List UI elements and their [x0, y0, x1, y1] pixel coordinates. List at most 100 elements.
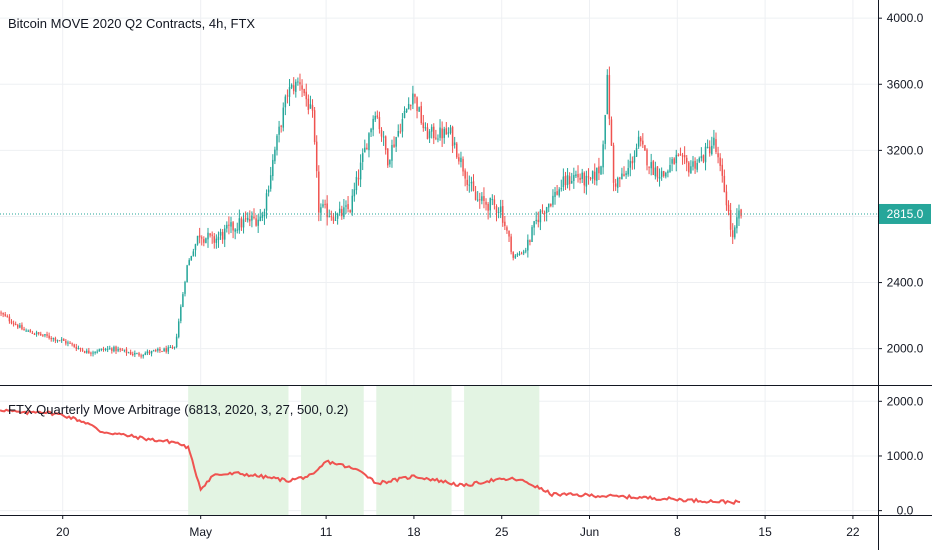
candle-body: [351, 195, 353, 213]
candle-body: [481, 196, 483, 201]
candle-body: [326, 203, 328, 218]
candle-body: [384, 136, 387, 150]
candle-body: [129, 352, 132, 355]
time-axis-label: 8: [674, 525, 681, 539]
candle-body: [725, 191, 728, 206]
candle-body: [77, 348, 80, 350]
candle-body: [138, 353, 140, 356]
candle-body: [219, 232, 222, 236]
candle-body: [200, 237, 203, 239]
candle-body: [104, 349, 107, 351]
candle-body: [12, 323, 15, 325]
time-axis-label: 22: [846, 525, 860, 539]
candle-body: [688, 162, 690, 173]
candle-body: [25, 330, 27, 332]
candle-body: [514, 255, 517, 258]
candle-body: [736, 217, 738, 229]
candle-body: [424, 127, 427, 129]
candle-body: [359, 162, 362, 180]
candle-body: [60, 339, 63, 341]
candle-body: [372, 118, 374, 130]
candle-body: [246, 217, 249, 221]
candle-body: [338, 208, 341, 213]
candle-body: [729, 210, 732, 230]
candle-body: [644, 145, 646, 151]
candle-body: [261, 215, 264, 218]
candle-body: [221, 231, 224, 240]
candle-body: [543, 212, 546, 214]
candle-body: [439, 127, 441, 138]
candle-body: [198, 235, 201, 238]
candle-body: [79, 348, 82, 350]
candle-body: [315, 141, 318, 172]
candle-body: [159, 348, 161, 351]
candle-body: [184, 282, 186, 294]
candle-body: [188, 260, 190, 266]
candle-body: [545, 207, 548, 213]
time-axis-label: 18: [407, 525, 421, 539]
candle-body: [0, 312, 2, 314]
candle-body: [313, 110, 316, 143]
candle-body: [441, 128, 443, 139]
candle-body: [658, 176, 661, 179]
candle-body: [491, 199, 494, 201]
candle-body: [665, 172, 667, 177]
candle-body: [495, 206, 498, 213]
candle-body: [713, 137, 715, 146]
candle-body: [437, 138, 439, 140]
candle-body: [121, 349, 124, 351]
candle-body: [276, 135, 278, 151]
candle-body: [420, 106, 422, 124]
candle-body: [58, 340, 61, 342]
candle-body: [67, 342, 69, 344]
price-axis-label: 3200.0: [887, 143, 924, 157]
candle-body: [2, 312, 4, 315]
candle-body: [282, 107, 285, 128]
candle-body: [399, 131, 402, 133]
candle-body: [161, 350, 163, 352]
candle-body: [717, 153, 719, 158]
candle-body: [560, 188, 563, 190]
candle-body: [397, 130, 399, 137]
candle-body: [677, 154, 680, 156]
candle-body: [487, 203, 489, 211]
candle-body: [614, 183, 617, 187]
signal-highlight-band: [301, 386, 364, 515]
candle-body: [451, 126, 454, 147]
time-axis-label: Jun: [580, 525, 599, 539]
candle-body: [554, 191, 556, 197]
candle-body: [286, 95, 289, 97]
candle-body: [460, 157, 462, 163]
candle-body: [531, 227, 533, 242]
candle-body: [73, 344, 75, 347]
candle-body: [154, 350, 157, 352]
candle-body: [382, 136, 385, 138]
candle-body: [165, 348, 167, 352]
candle-body: [690, 166, 692, 173]
candle-body: [449, 127, 452, 134]
price-axis-label: 4000.0: [887, 11, 924, 25]
candle-body: [585, 175, 588, 187]
candle-body: [593, 171, 596, 181]
candle-body: [522, 251, 525, 254]
candle-body: [405, 108, 408, 113]
candle-body: [619, 177, 621, 179]
candle-body: [205, 238, 207, 243]
candle-body: [685, 157, 688, 163]
candle-body: [21, 324, 23, 330]
signal-highlight-band: [464, 386, 540, 515]
candle-body: [177, 321, 180, 338]
candle-body: [633, 155, 636, 163]
candle-body: [667, 171, 669, 173]
candle-body: [336, 213, 339, 219]
indicator-layer: [0, 408, 741, 505]
candle-body: [150, 350, 153, 354]
candle-body: [698, 158, 701, 162]
candle-body: [642, 140, 644, 145]
candle-body: [533, 221, 535, 228]
candle-body: [320, 207, 322, 213]
candle-body: [83, 351, 86, 353]
candle-body: [75, 346, 78, 349]
